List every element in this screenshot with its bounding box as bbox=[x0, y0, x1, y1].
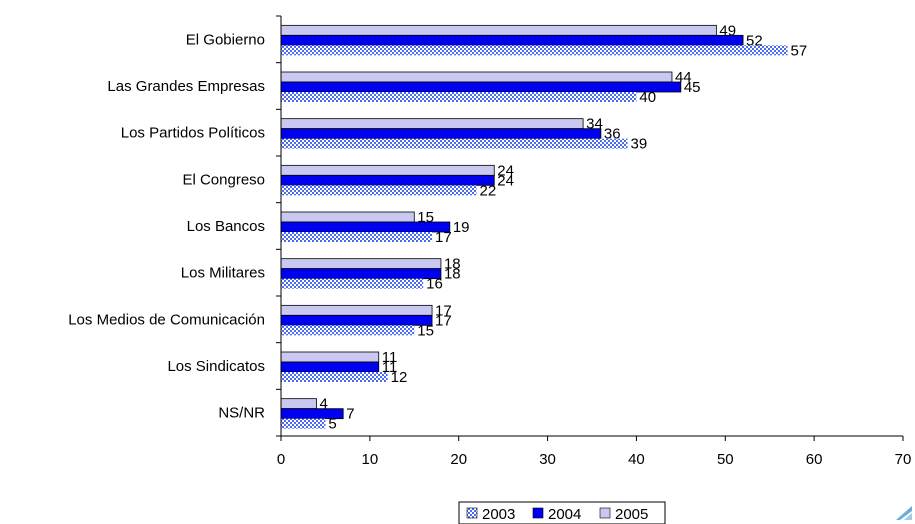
data-label-2004-los-sindicatos: 11 bbox=[382, 359, 398, 376]
legend-box bbox=[458, 501, 666, 524]
bar-2005-el-gobierno bbox=[280, 24, 717, 36]
data-label-2005-los-militares: 18 bbox=[444, 256, 461, 273]
category-label-ns-nr: NS/NR bbox=[218, 405, 265, 422]
data-label-2004-ns-nr: 7 bbox=[346, 406, 354, 423]
bar-2004-los-bancos bbox=[280, 221, 451, 233]
bar-2004-las-grandes-empresas bbox=[280, 81, 682, 93]
bar-2003-los-sindicatos bbox=[281, 372, 388, 382]
bar-2003-ns-nr bbox=[281, 418, 326, 429]
bar-2004-el-congreso bbox=[280, 174, 495, 186]
data-label-2003-ns-nr: 5 bbox=[328, 416, 336, 433]
bar-2005-los-militares bbox=[280, 258, 442, 270]
legend: 2003 2004 2005 bbox=[458, 501, 666, 524]
x-tick-label: 0 bbox=[277, 451, 285, 468]
data-label-2003-las-grandes-empresas: 40 bbox=[639, 89, 656, 106]
bar-2005-los-partidos-politicos bbox=[280, 118, 584, 130]
legend-label-2003: 2003 bbox=[482, 506, 515, 523]
category-label-el-congreso: El Congreso bbox=[182, 171, 265, 188]
bar-2003-los-medios-de-comunicacion bbox=[281, 325, 415, 336]
bar-2005-los-bancos bbox=[280, 211, 415, 223]
data-label-2003-los-militares: 16 bbox=[426, 276, 443, 293]
data-label-2004-los-medios-de-comunicacion: 17 bbox=[435, 312, 452, 329]
data-label-2004-el-congreso: 24 bbox=[497, 172, 514, 189]
bar-2003-las-grandes-empresas bbox=[281, 92, 637, 102]
data-label-2003-los-medios-de-comunicacion: 15 bbox=[417, 322, 434, 339]
corner-logo bbox=[896, 506, 912, 520]
category-label-los-medios-de-comunicacion: Los Medios de Comunicación bbox=[68, 311, 265, 328]
bar-2005-el-congreso bbox=[280, 164, 495, 176]
bar-2004-el-gobierno bbox=[280, 34, 744, 46]
category-label-las-grandes-empresas: Las Grandes Empresas bbox=[107, 78, 265, 95]
legend-swatch-2003 bbox=[466, 507, 478, 519]
legend-label-2004: 2004 bbox=[548, 506, 581, 523]
category-label-el-gobierno: El Gobierno bbox=[186, 31, 265, 48]
bar-2003-el-congreso bbox=[281, 185, 477, 196]
x-tick-label: 10 bbox=[362, 451, 379, 468]
bar-2005-los-medios-de-comunicacion bbox=[280, 304, 433, 316]
data-label-2004-los-partidos-politicos: 36 bbox=[604, 126, 621, 143]
data-label-2005-los-sindicatos: 11 bbox=[382, 349, 398, 366]
data-label-2005-los-medios-de-comunicacion: 17 bbox=[435, 302, 452, 319]
category-label-los-militares: Los Militares bbox=[181, 265, 265, 282]
data-label-2004-el-gobierno: 52 bbox=[746, 32, 763, 49]
data-label-2003-el-gobierno: 57 bbox=[790, 42, 807, 59]
x-tick-label: 30 bbox=[539, 451, 556, 468]
bar-2005-los-sindicatos bbox=[280, 351, 380, 363]
bar-2004-los-sindicatos bbox=[280, 361, 380, 373]
bar-2003-los-militares bbox=[281, 278, 424, 289]
x-tick-label: 70 bbox=[895, 451, 912, 468]
data-label-2003-los-bancos: 17 bbox=[435, 229, 452, 246]
x-tick-label: 60 bbox=[806, 451, 823, 468]
bar-2005-las-grandes-empresas bbox=[280, 71, 673, 83]
data-label-2003-los-sindicatos: 12 bbox=[391, 369, 408, 386]
bar-2003-el-gobierno bbox=[281, 45, 788, 56]
data-label-2004-las-grandes-empresas: 45 bbox=[684, 79, 701, 96]
data-label-2003-el-congreso: 22 bbox=[479, 182, 496, 199]
bar-2004-los-militares bbox=[280, 268, 442, 280]
data-label-2004-los-bancos: 19 bbox=[453, 219, 470, 236]
data-label-2004-los-militares: 18 bbox=[444, 266, 461, 283]
bar-2003-los-bancos bbox=[281, 232, 433, 242]
category-label-los-partidos-politicos: Los Partidos Políticos bbox=[121, 125, 265, 142]
x-tick-label: 40 bbox=[628, 451, 645, 468]
legend-swatch-2005 bbox=[599, 507, 611, 519]
category-label-los-bancos: Los Bancos bbox=[187, 218, 265, 235]
category-label-los-sindicatos: Los Sindicatos bbox=[167, 358, 265, 375]
bar-2004-los-partidos-politicos bbox=[280, 128, 602, 140]
legend-swatch-2004 bbox=[532, 507, 544, 519]
bar-2005-ns-nr bbox=[280, 398, 317, 410]
x-tick-label: 20 bbox=[450, 451, 467, 468]
data-label-2003-los-partidos-politicos: 39 bbox=[631, 136, 648, 153]
data-label-2005-ns-nr: 4 bbox=[320, 396, 328, 413]
data-label-2005-el-congreso: 24 bbox=[497, 162, 514, 179]
legend-label-2005: 2005 bbox=[615, 506, 648, 523]
bar-2004-los-medios-de-comunicacion bbox=[280, 314, 433, 326]
bar-2003-los-partidos-politicos bbox=[281, 138, 628, 149]
x-tick-label: 50 bbox=[717, 451, 734, 468]
